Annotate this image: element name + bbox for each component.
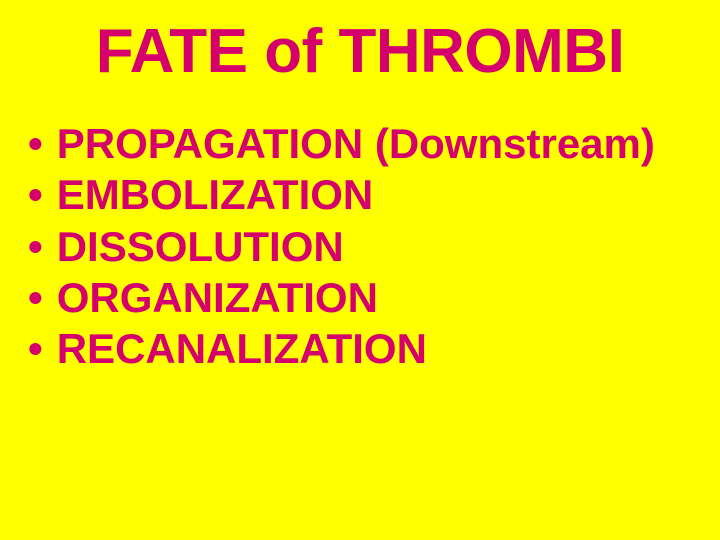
bullet-icon: • [28, 221, 43, 272]
bullet-text: ORGANIZATION [57, 272, 700, 323]
list-item: • ORGANIZATION [28, 272, 700, 323]
bullet-text: DISSOLUTION [57, 221, 700, 272]
bullet-text: EMBOLIZATION [57, 169, 700, 220]
list-item: • PROPAGATION (Downstream) [28, 118, 700, 169]
bullet-icon: • [28, 169, 43, 220]
bullet-text: PROPAGATION (Downstream) [57, 118, 700, 169]
list-item: • RECANALIZATION [28, 323, 700, 374]
bullet-icon: • [28, 118, 43, 169]
bullet-icon: • [28, 272, 43, 323]
list-item: • DISSOLUTION [28, 221, 700, 272]
slide-title: FATE of THROMBI [20, 18, 700, 86]
bullet-text: RECANALIZATION [57, 323, 700, 374]
bullet-icon: • [28, 323, 43, 374]
slide-container: FATE of THROMBI • PROPAGATION (Downstrea… [0, 0, 720, 540]
bullet-list: • PROPAGATION (Downstream) • EMBOLIZATIO… [20, 118, 700, 374]
list-item: • EMBOLIZATION [28, 169, 700, 220]
